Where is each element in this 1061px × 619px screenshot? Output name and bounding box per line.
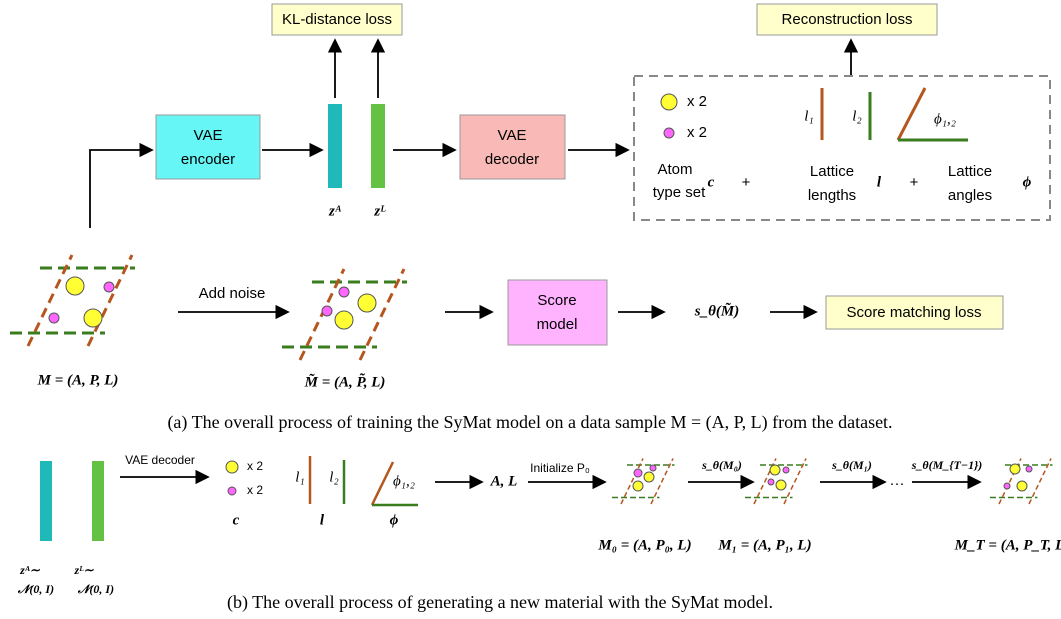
atom-magenta (650, 465, 656, 471)
z-l-prior: 𝒩(0, I) (77, 582, 114, 596)
m0-label: M₀ = (A, P₀, L) (597, 537, 691, 553)
lengths-label: lengths (808, 187, 856, 204)
score-loss: Score matching loss (846, 304, 981, 321)
lattice (10, 255, 135, 346)
atom-yellow (776, 480, 786, 490)
atom-magenta (634, 469, 642, 477)
atom-magenta (228, 487, 236, 495)
angles-symbol: ϕ (1023, 174, 1032, 190)
l2: l₂ (852, 108, 861, 124)
z-a-bar (328, 104, 342, 188)
atom-magenta (768, 479, 774, 485)
atom-yellow (770, 465, 780, 475)
atom-yellow (1010, 464, 1020, 474)
z-l-bar (92, 461, 104, 541)
angle-line (372, 462, 393, 505)
atom-magenta (783, 467, 789, 473)
atom-yellow (644, 472, 654, 482)
atom-magenta (1026, 466, 1032, 472)
atom-type-label: Atom (657, 161, 692, 178)
l1: l₁ (295, 469, 304, 485)
atom-magenta (664, 128, 674, 138)
encoder-box (156, 115, 260, 179)
z-l: zᴸ (373, 203, 386, 219)
decoder-label: decoder (485, 151, 539, 168)
atom-yellow (335, 311, 353, 329)
arrow (90, 150, 152, 228)
m-tilde-label: M̃ = (A, P̃, L) (304, 373, 386, 391)
caption: (b) The overall process of generating a … (227, 592, 773, 613)
atom-magenta (339, 287, 349, 297)
atom-count: x 2 (687, 93, 707, 110)
encoder-label: VAE (194, 127, 223, 144)
atom-magenta (104, 282, 114, 292)
atom-symbol: c (708, 174, 715, 190)
atom-count: x 2 (687, 124, 707, 141)
decoder-label: VAE (498, 127, 527, 144)
encoder-label: encoder (181, 151, 235, 168)
add-noise: Add noise (199, 285, 266, 302)
z-a-prior: 𝒩(0, I) (17, 582, 54, 596)
decoder-box (460, 115, 565, 179)
ellipsis: ··· (890, 475, 905, 492)
step-t: s_θ(M_{T−1}) (911, 458, 983, 472)
kl-loss: KL-distance loss (282, 11, 392, 28)
initialize: Initialize P₀ (530, 461, 590, 475)
reconstruction-loss: Reconstruction loss (782, 11, 913, 28)
atom-type-label: type set (653, 184, 706, 201)
plus: + (742, 174, 751, 191)
atom-yellow (358, 294, 376, 312)
score-model-label: Score (537, 292, 576, 309)
z-l-bar (371, 104, 385, 188)
score-model-box (508, 280, 607, 345)
lengths-label: Lattice (810, 163, 854, 180)
atom-count: x 2 (247, 459, 263, 473)
decoder-label: VAE decoder (125, 453, 195, 467)
atom-yellow (633, 481, 643, 491)
atom-yellow (66, 277, 84, 295)
score-model-label: model (537, 316, 578, 333)
step-1: s_θ(M₁) (831, 458, 872, 472)
lengths-symbol: l (877, 174, 882, 190)
atom-count: x 2 (247, 483, 263, 497)
m1-label: M₁ = (A, P₁, L) (717, 537, 811, 553)
lattice (612, 459, 675, 505)
z-a-prior: zᴬ∼ (19, 563, 41, 577)
m-label: M = (A, P, L) (37, 372, 119, 388)
atom-yellow (84, 309, 102, 327)
phi12: ϕ₁,₂ (393, 473, 415, 489)
atom-magenta (1004, 483, 1010, 489)
phi12: ϕ₁,₂ (934, 111, 956, 127)
atom-yellow (661, 94, 677, 110)
atom-symbol: c (233, 512, 240, 528)
lengths-symbol: l (320, 512, 325, 528)
score-output: s_θ(M̃) (694, 302, 739, 320)
plus: + (910, 174, 919, 191)
step-0: s_θ(M₀) (701, 458, 742, 472)
diagram: KL-distance loss Reconstruction loss VAE… (0, 0, 1061, 619)
z-a-bar (40, 461, 52, 541)
z-l-prior: zᴸ∼ (73, 563, 94, 577)
atom-yellow (1017, 481, 1027, 491)
atom-magenta (322, 306, 332, 316)
z-a: zᴬ (328, 203, 342, 219)
caption: (a) The overall process of training the … (167, 412, 892, 433)
angles-symbol: ϕ (390, 512, 399, 528)
l2: l₂ (329, 469, 338, 485)
angles-label: angles (948, 187, 992, 204)
a-l: A, L (490, 473, 518, 489)
mt-label: M_T = (A, P_T, L) (954, 537, 1061, 553)
l1: l₁ (804, 108, 813, 124)
atom-yellow (226, 461, 238, 473)
atom-magenta (49, 313, 59, 323)
angle-line (898, 88, 925, 140)
angles-label: Lattice (948, 163, 992, 180)
